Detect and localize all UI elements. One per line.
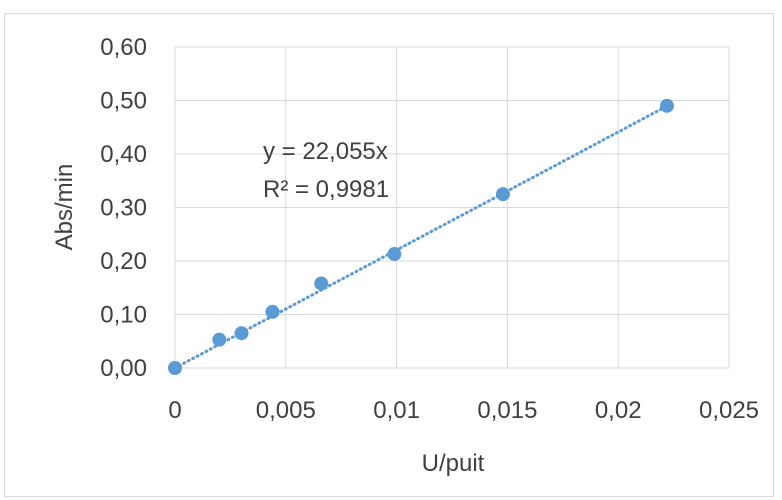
x-axis-title: U/puit <box>422 450 485 477</box>
x-tick-label: 0,02 <box>595 397 642 424</box>
data-point <box>387 247 402 262</box>
data-points <box>168 98 674 375</box>
x-tick-label: 0,025 <box>699 397 759 424</box>
data-point <box>168 361 182 375</box>
data-point <box>234 326 249 341</box>
x-tick-labels: 0 0,005 0,01 0,015 0,02 0,025 <box>168 397 759 424</box>
y-tick-label: 0,00 <box>100 355 147 382</box>
y-tick-label: 0,50 <box>100 88 147 115</box>
y-tick-label: 0,20 <box>100 248 147 275</box>
gridlines <box>175 46 730 368</box>
y-tick-label: 0,60 <box>100 34 147 61</box>
x-tick-label: 0,015 <box>477 397 537 424</box>
y-axis-title: Abs/min <box>51 164 78 251</box>
y-tick-label: 0,10 <box>100 302 147 329</box>
y-tick-label: 0,40 <box>100 141 147 168</box>
data-point <box>314 276 329 291</box>
x-tick-label: 0,01 <box>373 397 420 424</box>
trendline-r2: R² = 0,9981 <box>263 176 389 203</box>
x-tick-label: 0,005 <box>256 397 316 424</box>
trendline-equation: y = 22,055x <box>263 138 388 165</box>
data-point <box>212 332 227 347</box>
y-tick-label: 0,30 <box>100 195 147 222</box>
data-point <box>265 304 280 319</box>
y-tick-labels: 0,00 0,10 0,20 0,30 0,40 0,50 0,60 <box>100 34 147 382</box>
trendline <box>173 104 669 370</box>
x-tick-label: 0 <box>168 397 181 424</box>
axes <box>174 47 729 369</box>
data-point <box>495 187 510 202</box>
data-point <box>659 98 674 113</box>
trendline-group <box>173 104 669 370</box>
